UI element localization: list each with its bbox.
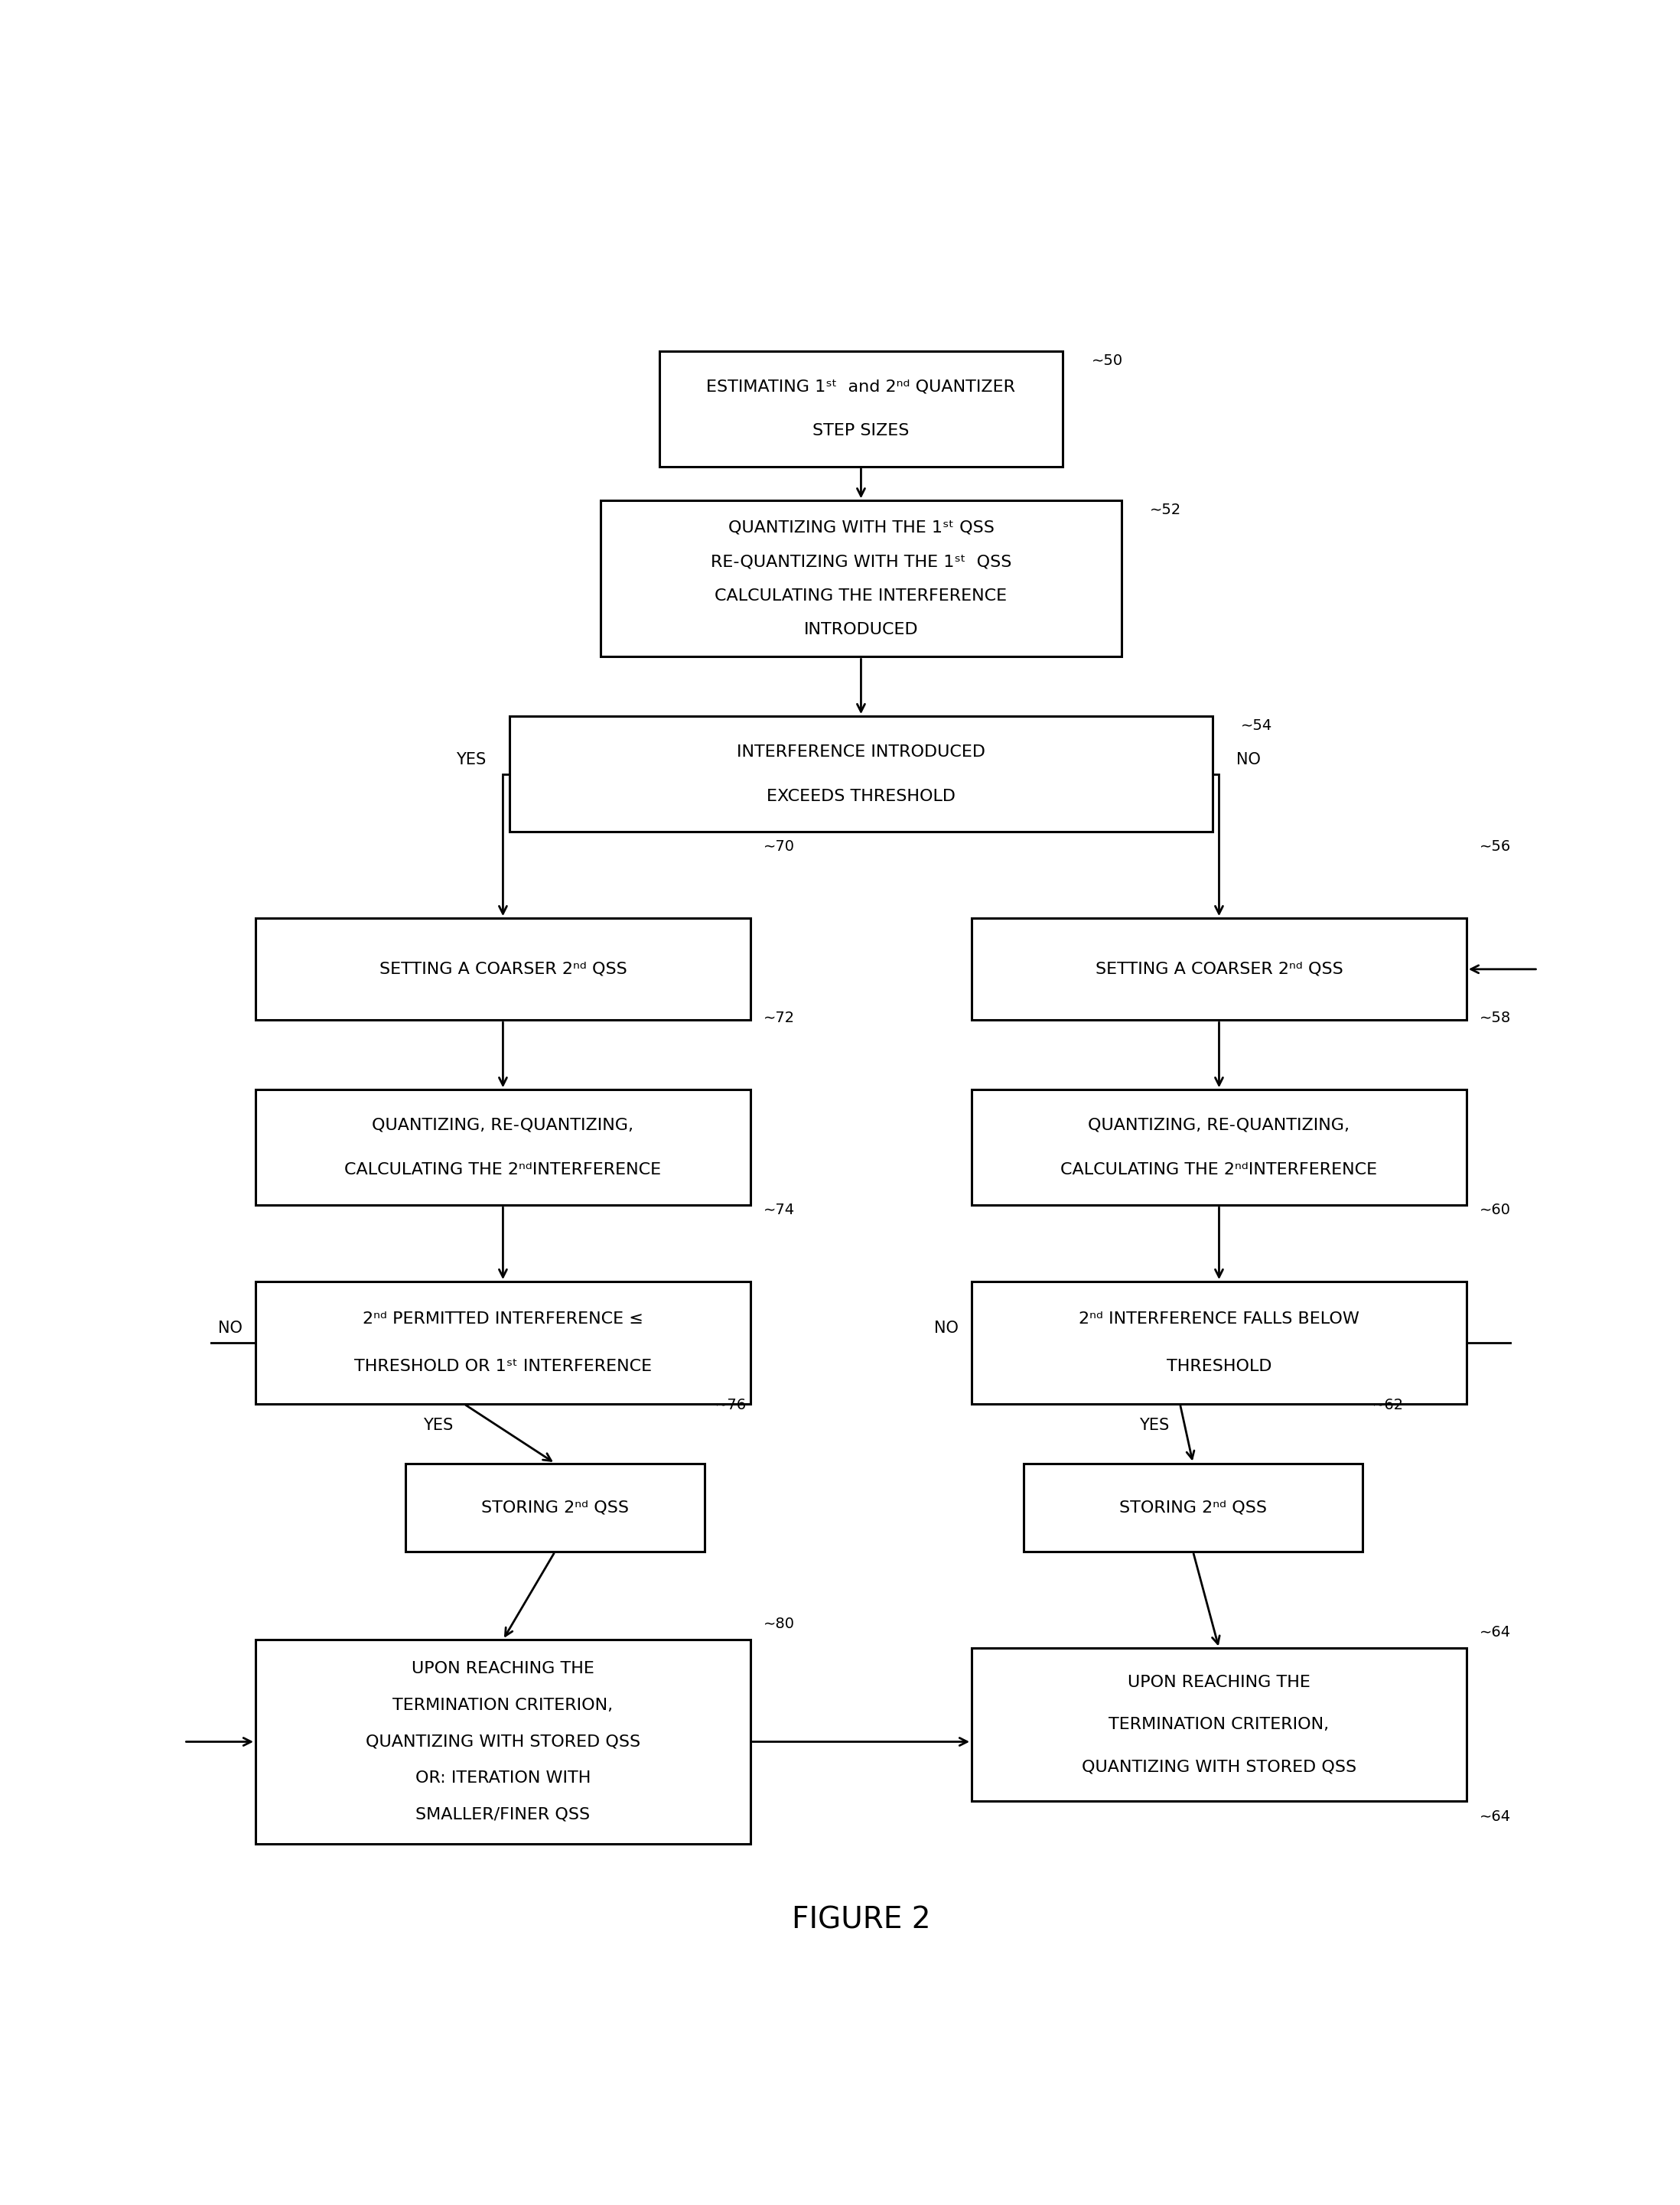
Bar [601, 501, 1122, 657]
Bar [255, 1281, 751, 1405]
Text: SETTING A COARSER 2ⁿᵈ QSS: SETTING A COARSER 2ⁿᵈ QSS [380, 961, 627, 977]
Text: INTERFERENCE INTRODUCED: INTERFERENCE INTRODUCED [738, 743, 984, 759]
Bar [971, 1281, 1467, 1405]
Text: ∼62: ∼62 [1373, 1398, 1404, 1413]
Text: UPON REACHING THE: UPON REACHING THE [412, 1660, 595, 1676]
Text: ∼76: ∼76 [716, 1398, 746, 1413]
Text: CALCULATING THE INTERFERENCE: CALCULATING THE INTERFERENCE [714, 589, 1008, 604]
Text: ∼58: ∼58 [1480, 1010, 1510, 1025]
Text: EXCEEDS THRESHOLD: EXCEEDS THRESHOLD [766, 789, 956, 805]
Text: ∼50: ∼50 [1092, 353, 1122, 368]
Text: NO: NO [1236, 752, 1260, 767]
Text: ∼72: ∼72 [763, 1010, 795, 1025]
Bar [971, 1649, 1467, 1801]
Text: QUANTIZING, RE-QUANTIZING,: QUANTIZING, RE-QUANTIZING, [1089, 1118, 1349, 1133]
Text: RE-QUANTIZING WITH THE 1ˢᵗ  QSS: RE-QUANTIZING WITH THE 1ˢᵗ QSS [711, 553, 1011, 569]
Text: THRESHOLD: THRESHOLD [1166, 1358, 1272, 1374]
Text: STORING 2ⁿᵈ QSS: STORING 2ⁿᵈ QSS [480, 1499, 628, 1515]
Text: INTRODUCED: INTRODUCED [803, 622, 919, 637]
Text: QUANTIZING, RE-QUANTIZING,: QUANTIZING, RE-QUANTIZING, [373, 1118, 633, 1133]
Text: QUANTIZING WITH THE 1ˢᵗ QSS: QUANTIZING WITH THE 1ˢᵗ QSS [727, 520, 995, 536]
Text: ∼74: ∼74 [763, 1202, 795, 1217]
Text: QUANTIZING WITH STORED QSS: QUANTIZING WITH STORED QSS [366, 1733, 640, 1749]
Bar [255, 917, 751, 1021]
Text: SETTING A COARSER 2ⁿᵈ QSS: SETTING A COARSER 2ⁿᵈ QSS [1095, 961, 1342, 977]
Text: 2ⁿᵈ PERMITTED INTERFERENCE ≤: 2ⁿᵈ PERMITTED INTERFERENCE ≤ [363, 1312, 643, 1327]
Text: ∼60: ∼60 [1480, 1202, 1510, 1217]
Text: SMALLER/FINER QSS: SMALLER/FINER QSS [415, 1806, 590, 1821]
Text: ESTIMATING 1ˢᵗ  and 2ⁿᵈ QUANTIZER: ESTIMATING 1ˢᵗ and 2ⁿᵈ QUANTIZER [707, 379, 1015, 395]
Text: TERMINATION CRITERION,: TERMINATION CRITERION, [393, 1698, 613, 1713]
Text: ∼70: ∼70 [763, 840, 795, 853]
Text: OR: ITERATION WITH: OR: ITERATION WITH [415, 1771, 591, 1786]
Text: QUANTIZING WITH STORED QSS: QUANTIZING WITH STORED QSS [1082, 1760, 1356, 1775]
Text: CALCULATING THE 2ⁿᵈINTERFERENCE: CALCULATING THE 2ⁿᵈINTERFERENCE [1060, 1162, 1378, 1177]
Text: CALCULATING THE 2ⁿᵈINTERFERENCE: CALCULATING THE 2ⁿᵈINTERFERENCE [344, 1162, 662, 1177]
Text: UPON REACHING THE: UPON REACHING THE [1127, 1674, 1310, 1689]
Text: ∼56: ∼56 [1480, 840, 1510, 853]
Text: ∼54: ∼54 [1242, 719, 1273, 734]
Text: FIGURE 2: FIGURE 2 [791, 1905, 931, 1934]
Text: 2ⁿᵈ INTERFERENCE FALLS BELOW: 2ⁿᵈ INTERFERENCE FALLS BELOW [1079, 1312, 1359, 1327]
Text: STEP SIZES: STEP SIZES [813, 423, 909, 439]
Bar [971, 917, 1467, 1021]
Bar [1023, 1464, 1362, 1552]
Text: ∼52: ∼52 [1151, 503, 1181, 518]
Text: NO: NO [934, 1321, 959, 1336]
Bar [509, 717, 1213, 831]
Bar [255, 1089, 751, 1206]
Text: YES: YES [455, 752, 486, 767]
Text: NO: NO [218, 1321, 242, 1336]
Text: YES: YES [423, 1418, 454, 1433]
Text: STORING 2ⁿᵈ QSS: STORING 2ⁿᵈ QSS [1119, 1499, 1267, 1515]
Bar [405, 1464, 706, 1552]
Bar [971, 1089, 1467, 1206]
Text: TERMINATION CRITERION,: TERMINATION CRITERION, [1109, 1718, 1329, 1733]
Text: ∼80: ∼80 [763, 1616, 795, 1632]
Text: ∼64: ∼64 [1480, 1625, 1510, 1641]
Bar [659, 351, 1063, 467]
Text: ∼64: ∼64 [1480, 1810, 1510, 1824]
Text: YES: YES [1139, 1418, 1169, 1433]
Bar [255, 1641, 751, 1843]
Text: THRESHOLD OR 1ˢᵗ INTERFERENCE: THRESHOLD OR 1ˢᵗ INTERFERENCE [354, 1358, 652, 1374]
